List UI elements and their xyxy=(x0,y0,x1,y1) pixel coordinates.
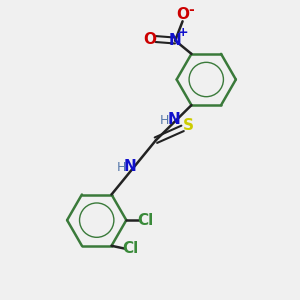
Text: N: N xyxy=(124,159,136,174)
Text: S: S xyxy=(183,118,194,133)
Text: N: N xyxy=(167,112,180,127)
Text: H: H xyxy=(160,114,170,127)
Text: N: N xyxy=(169,33,182,48)
Text: Cl: Cl xyxy=(123,241,139,256)
Text: Cl: Cl xyxy=(137,213,154,228)
Text: O: O xyxy=(176,7,189,22)
Text: O: O xyxy=(143,32,156,46)
Text: +: + xyxy=(178,26,188,39)
Text: -: - xyxy=(188,3,194,17)
Text: H: H xyxy=(117,161,126,174)
